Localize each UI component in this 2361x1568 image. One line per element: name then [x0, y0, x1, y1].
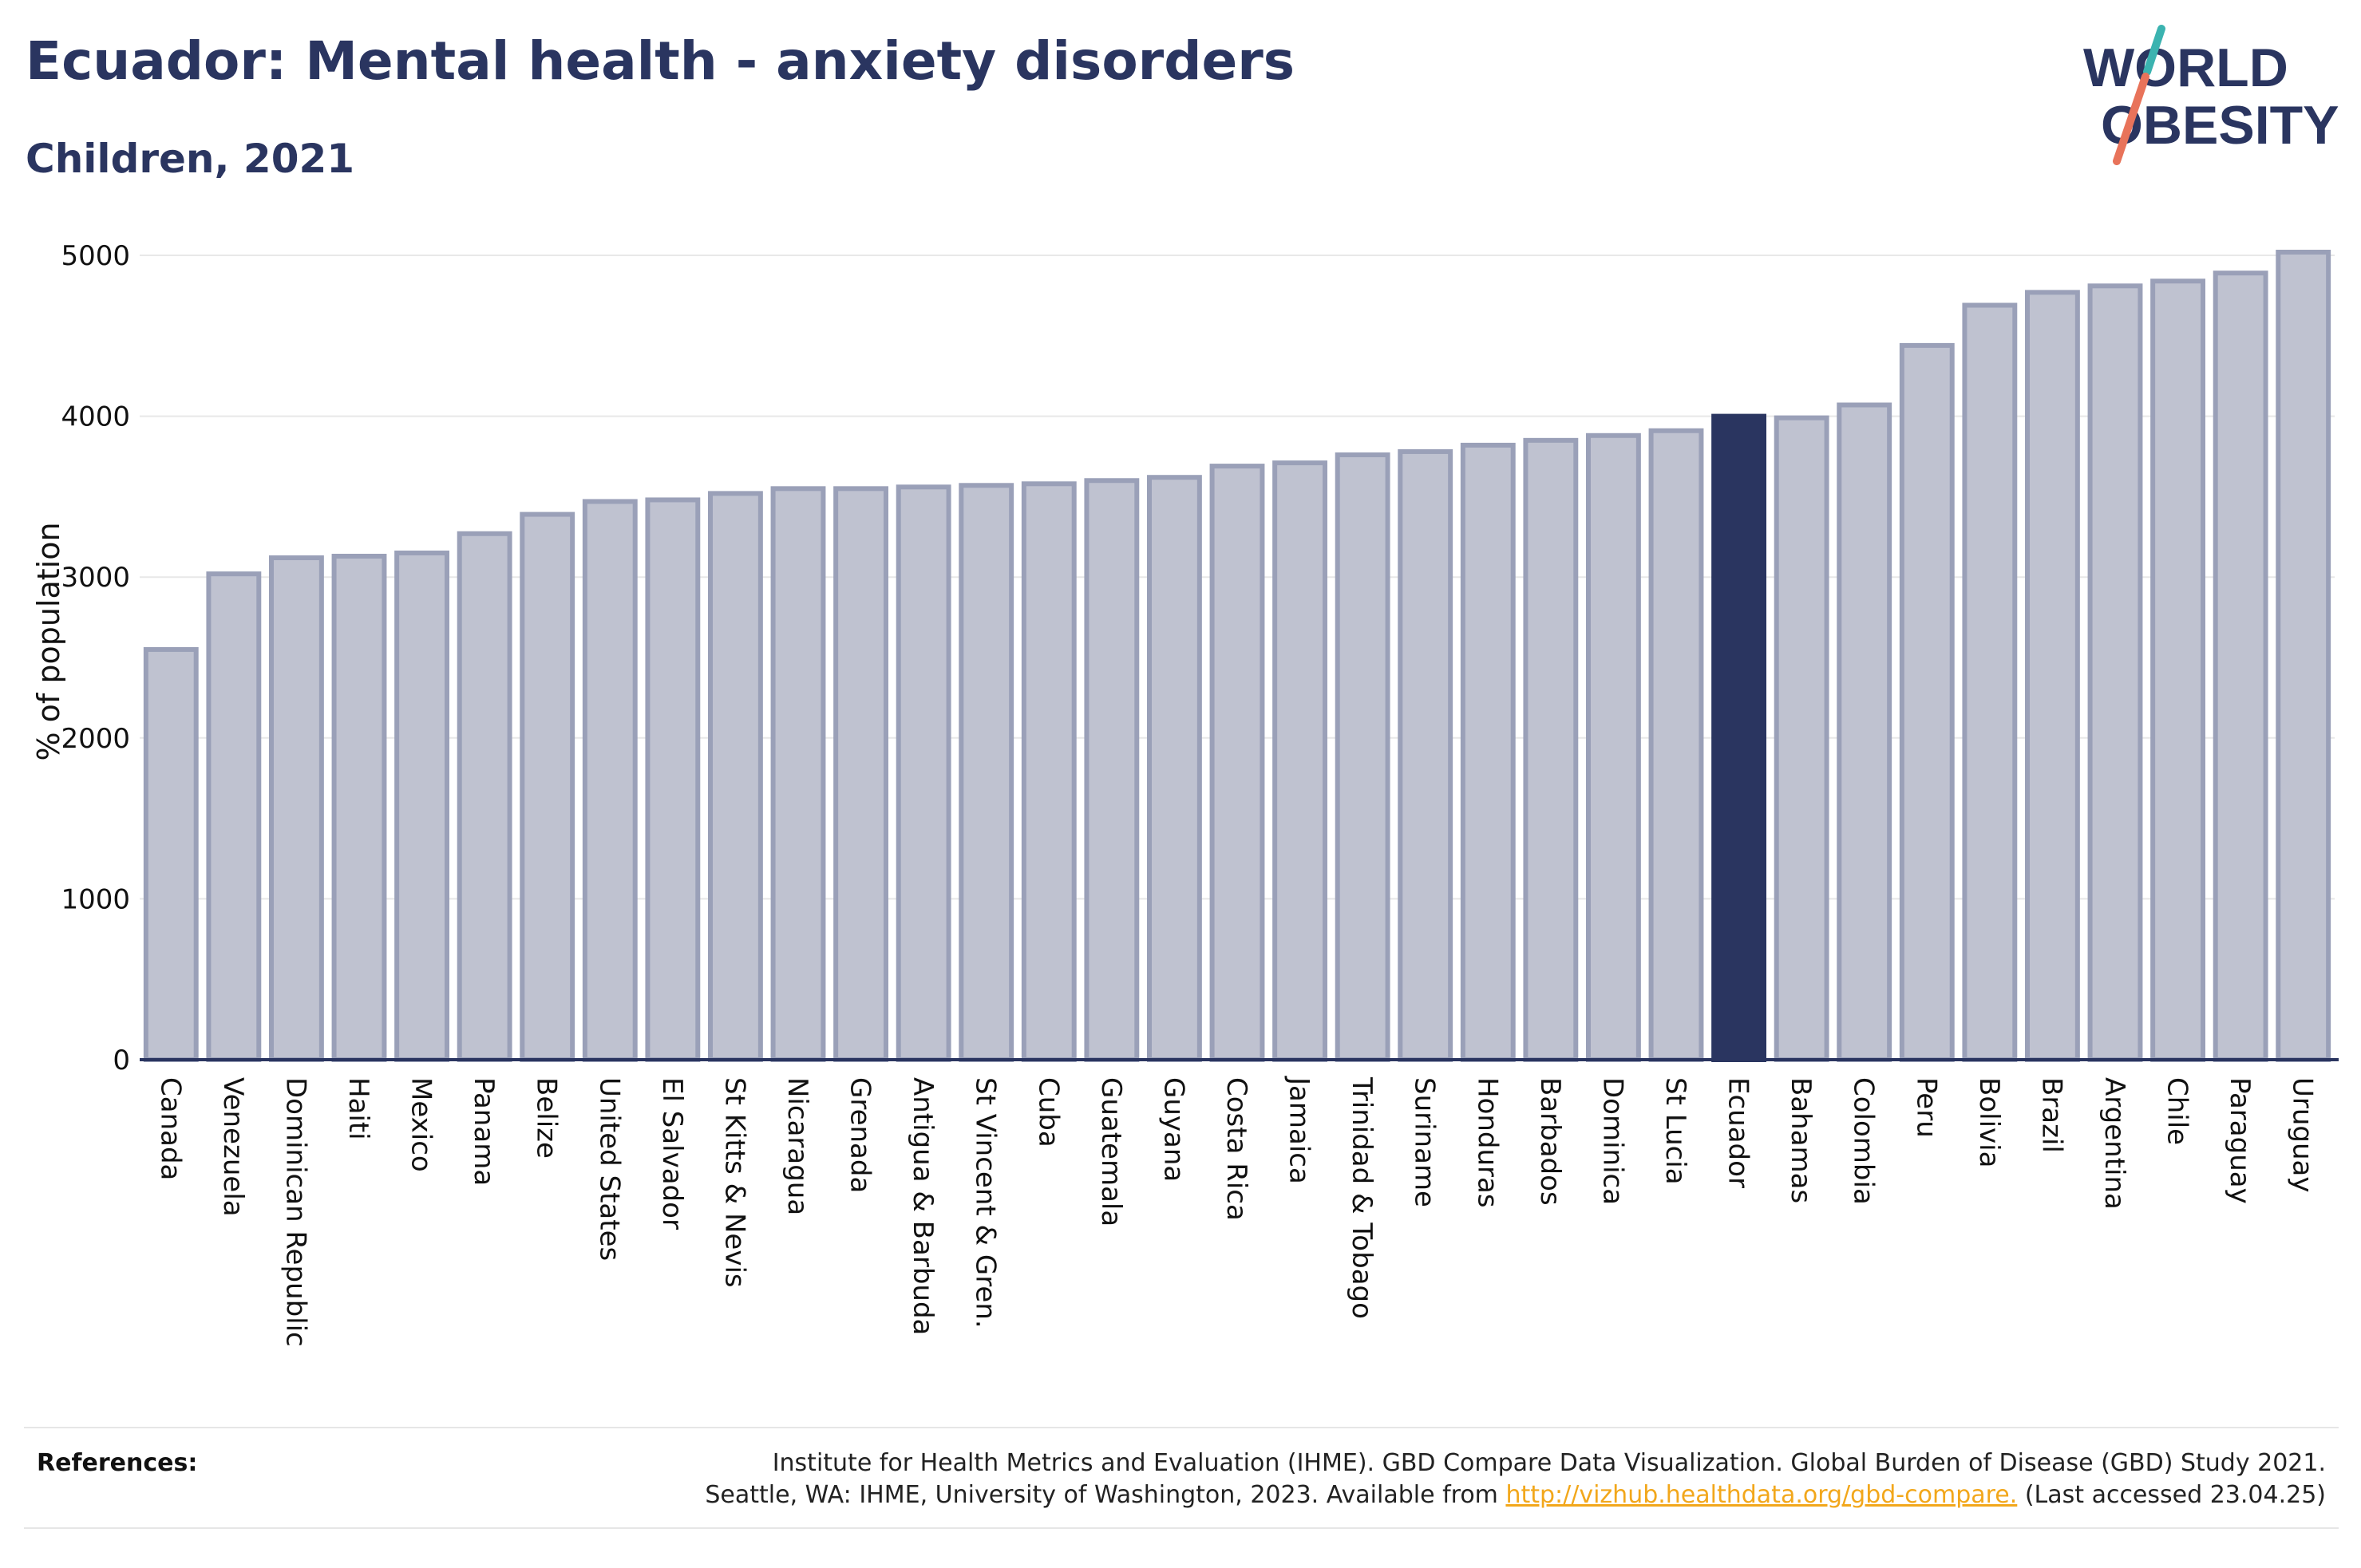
bar-canada — [143, 646, 199, 1062]
reference-line-2: Seattle, WA: IHME, University of Washing… — [705, 1479, 2326, 1511]
bar-nicaragua — [770, 486, 826, 1062]
x-tick-label: Guyana — [1157, 1077, 1189, 1182]
bar-honduras — [1460, 442, 1516, 1062]
bar-colombia — [1837, 402, 1892, 1063]
x-tick-label: Paraguay — [2224, 1077, 2256, 1204]
x-tick-label: Mexico — [405, 1077, 437, 1172]
x-tick-label: Colombia — [1848, 1077, 1880, 1205]
y-tick-label: 0 — [113, 1045, 130, 1076]
x-tick-label: Dominica — [1596, 1077, 1628, 1205]
x-tick-label: Brazil — [2035, 1077, 2067, 1153]
reference-line-2-prefix: Seattle, WA: IHME, University of Washing… — [705, 1481, 1506, 1509]
y-tick-label: 1000 — [61, 883, 130, 915]
bar-costa-rica — [1209, 464, 1265, 1062]
x-tick-label: Costa Rica — [1220, 1077, 1252, 1221]
x-tick-label: Peru — [1910, 1077, 1942, 1138]
y-tick-label: 5000 — [61, 240, 130, 272]
y-tick-label: 2000 — [61, 723, 130, 755]
bar-grenada — [833, 486, 888, 1062]
page-title: Ecuador: Mental health - anxiety disorde… — [26, 30, 1295, 92]
x-tick-label: Cuba — [1032, 1077, 1064, 1147]
references-footer: References: Institute for Health Metrics… — [24, 1427, 2339, 1529]
bar-el-salvador — [645, 497, 701, 1062]
bar-haiti — [331, 553, 387, 1062]
bar-chile — [2150, 278, 2205, 1063]
bar-guyana — [1147, 475, 1202, 1062]
bar-venezuela — [206, 571, 262, 1062]
bar-united-states — [582, 499, 638, 1062]
x-tick-label: Jamaica — [1283, 1076, 1315, 1184]
x-tick-label: St Kitts & Nevis — [718, 1077, 750, 1288]
world-obesity-logo: WORLD OBESITY — [2083, 25, 2339, 165]
x-tick-label: Haiti — [342, 1077, 374, 1140]
bar-panama — [457, 531, 512, 1062]
bar-trinidad-tobago — [1335, 452, 1390, 1062]
bar-paraguay — [2213, 271, 2268, 1062]
logo-slash-coral — [2113, 73, 2149, 165]
x-tick-label: St Vincent & Gren. — [970, 1077, 1002, 1329]
bar-chart: 0 1000 2000 3000 4000 5000 Canada Venezuela Dom… — [31, 240, 2339, 1347]
references-label: References: — [37, 1449, 198, 1477]
y-tick-label: 4000 — [61, 401, 130, 433]
x-tick-label: Barbados — [1534, 1077, 1566, 1206]
bar-st-kitts-nevis — [708, 491, 763, 1062]
bar-uruguay — [2276, 249, 2331, 1062]
x-tick-label: Antigua & Barbuda — [907, 1077, 939, 1335]
bar-st-lucia — [1648, 428, 1704, 1062]
x-tick-label: El Salvador — [656, 1077, 688, 1230]
bar-bolivia — [1962, 302, 2018, 1063]
bars — [143, 249, 2331, 1063]
bar-bahamas — [1774, 415, 1829, 1062]
x-tick-label: Grenada — [844, 1077, 876, 1193]
bar-antigua-barbuda — [896, 484, 951, 1062]
reference-line-1: Institute for Health Metrics and Evaluat… — [772, 1449, 2326, 1477]
bar-cuba — [1021, 481, 1077, 1062]
x-tick-label: Dominican Republic — [279, 1077, 311, 1347]
bar-mexico — [394, 550, 449, 1062]
x-tick-label: Panama — [468, 1077, 500, 1186]
bar-suriname — [1398, 448, 1453, 1062]
x-tick-label: Chile — [2161, 1077, 2193, 1145]
x-tick-label: Ecuador — [1722, 1077, 1754, 1188]
x-tick-label: Bahamas — [1785, 1077, 1817, 1203]
x-tick-label: Venezuela — [217, 1077, 249, 1217]
references-text: Institute for Health Metrics and Evaluat… — [705, 1448, 2326, 1511]
bar-brazil — [2025, 290, 2080, 1063]
logo-line2: OBESITY — [2101, 95, 2339, 156]
x-tick-label: Argentina — [2098, 1077, 2130, 1210]
x-tick-label: Trinidad & Tobago — [1346, 1076, 1378, 1319]
y-tick-label: 3000 — [61, 562, 130, 594]
reference-link[interactable]: http://vizhub.healthdata.org/gbd-compare… — [1505, 1481, 2018, 1509]
bar-guatemala — [1084, 478, 1140, 1062]
x-tick-label: Bolivia — [1973, 1077, 2005, 1167]
x-tick-label: United States — [593, 1077, 625, 1261]
bar-dominica — [1586, 432, 1641, 1062]
x-tick-label: Uruguay — [2287, 1077, 2319, 1193]
y-axis-label: % of population — [31, 522, 66, 760]
bar-peru — [1899, 342, 1955, 1062]
logo-slash-teal — [2143, 25, 2165, 76]
bar-belize — [520, 511, 575, 1062]
bar-dominican-republic — [269, 555, 324, 1062]
x-tick-label: Honduras — [1471, 1077, 1503, 1208]
y-axis-ticks: 0 1000 2000 3000 4000 5000 — [61, 240, 130, 1076]
reference-line-2-suffix: (Last accessed 23.04.25) — [2017, 1481, 2326, 1509]
logo-line1: WORLD — [2083, 38, 2288, 98]
x-tick-label: Guatemala — [1095, 1077, 1127, 1226]
x-tick-label: Nicaragua — [781, 1077, 813, 1215]
bar-barbados — [1523, 437, 1579, 1062]
bar-jamaica — [1272, 460, 1327, 1062]
x-axis-labels: Canada Venezuela Dominican Republic Haiti Me… — [154, 1076, 2318, 1347]
bar-argentina — [2087, 283, 2143, 1062]
page-subtitle: Children, 2021 — [26, 136, 355, 182]
x-tick-label: Belize — [531, 1077, 563, 1159]
x-tick-label: Suriname — [1409, 1077, 1441, 1207]
x-tick-label: Canada — [154, 1077, 186, 1180]
bar-ecuador — [1711, 413, 1766, 1062]
x-tick-label: St Lucia — [1659, 1077, 1691, 1185]
bar-st-vincent-gren- — [959, 483, 1014, 1062]
